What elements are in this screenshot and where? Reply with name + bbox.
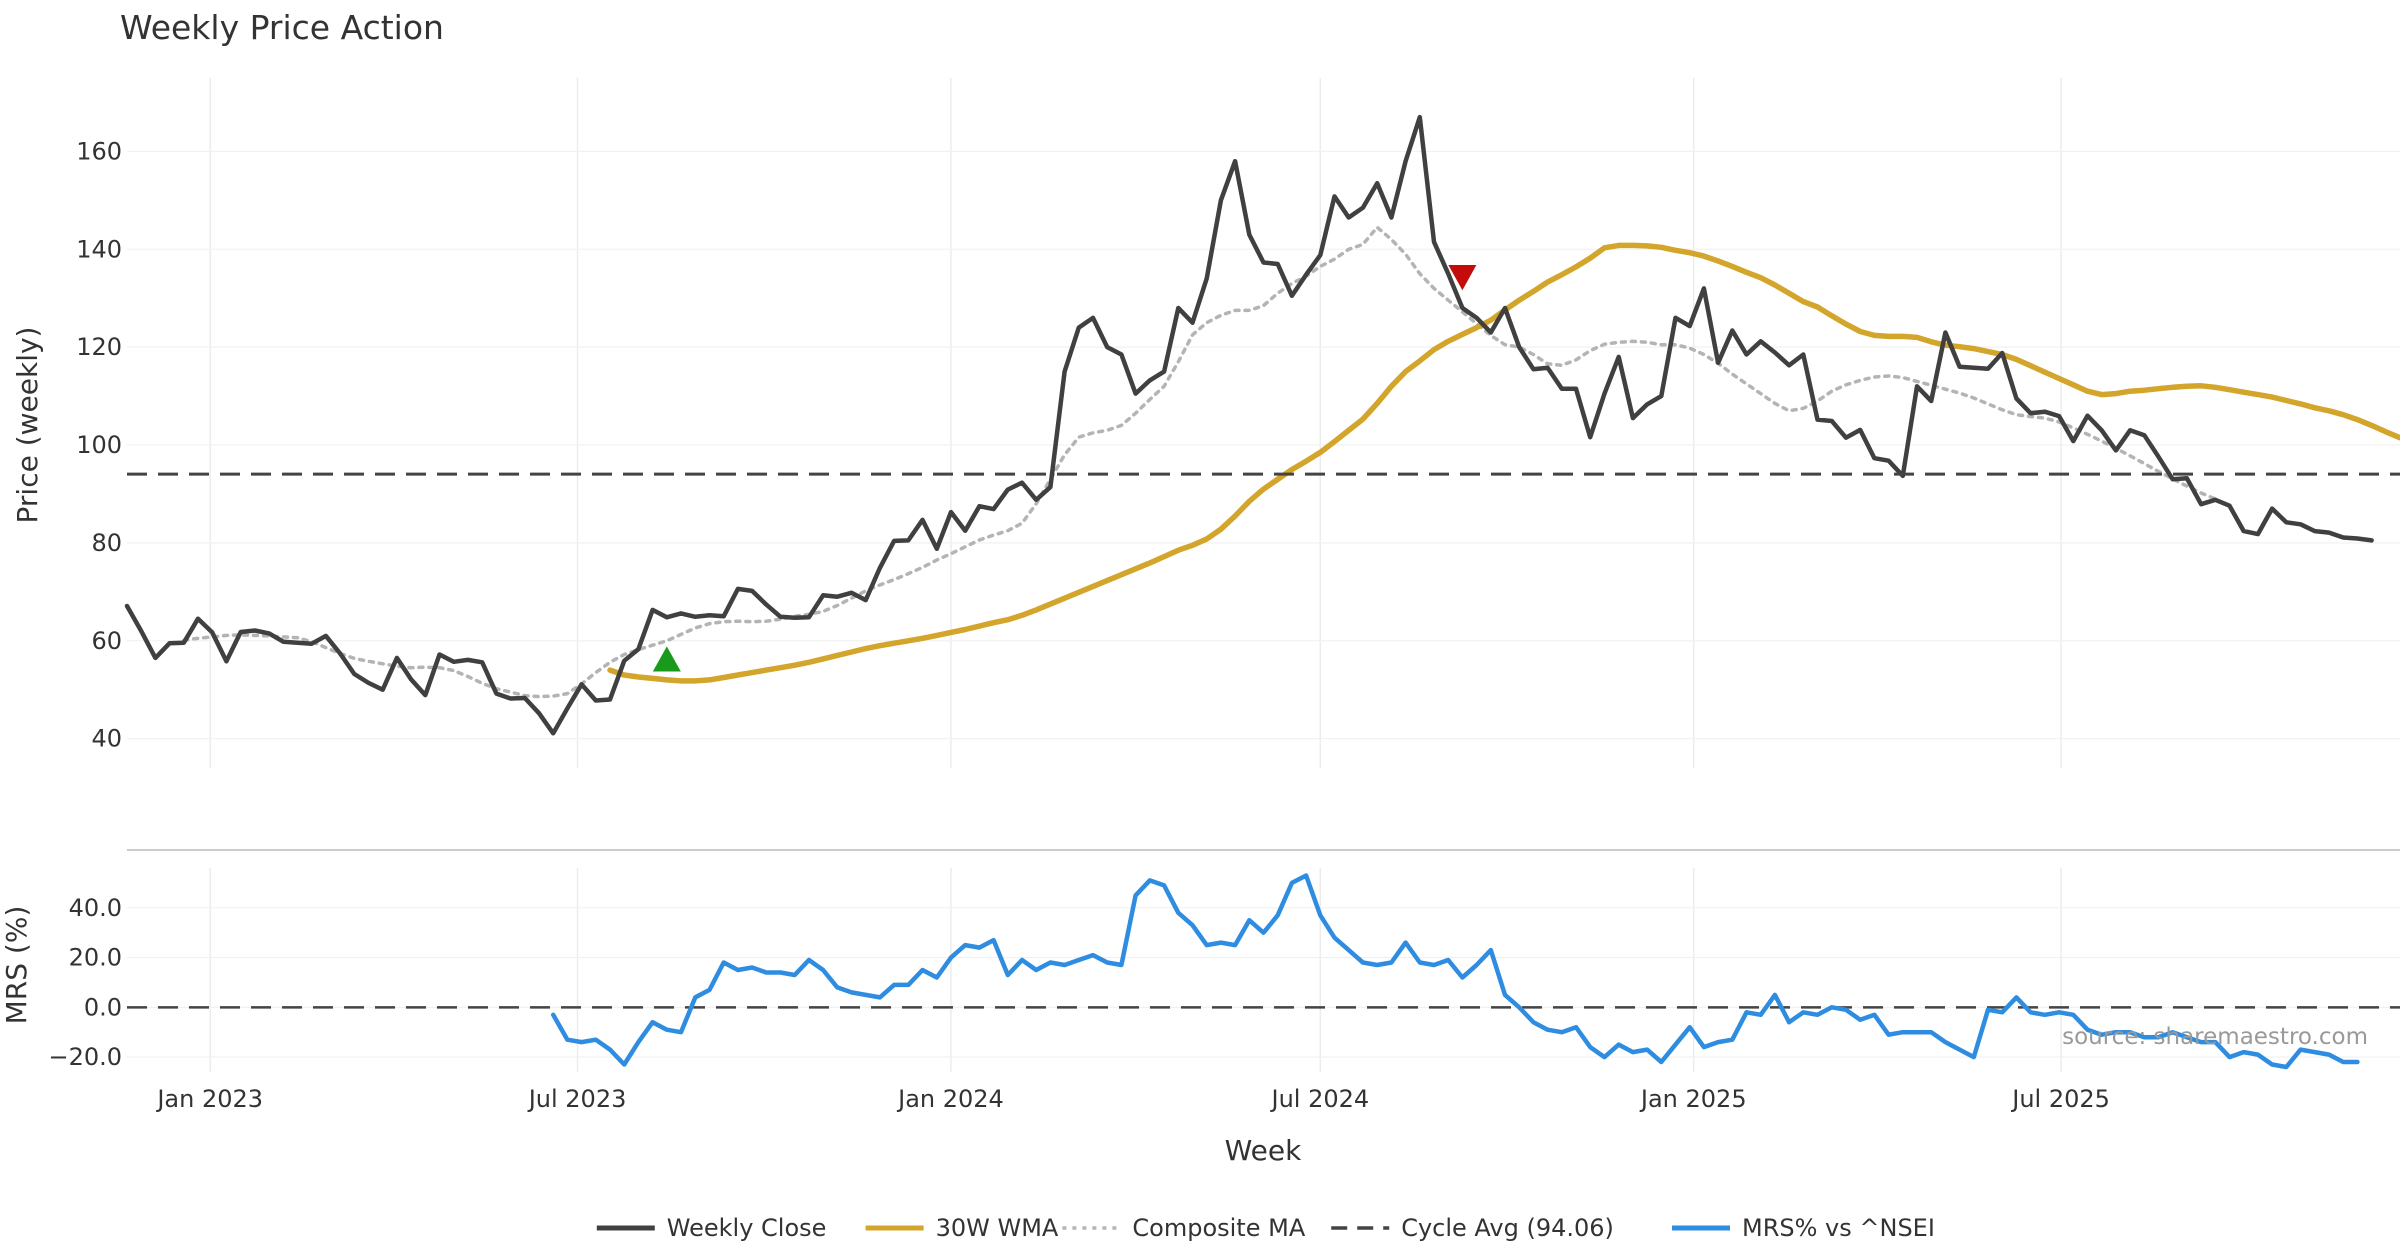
x-tick-label: Jul 2023 bbox=[527, 1085, 627, 1113]
series-mrs-vs-nsei bbox=[550, 873, 2360, 1070]
price-y-tick-label: 80 bbox=[91, 529, 122, 557]
x-tick-label: Jul 2024 bbox=[1269, 1085, 1369, 1113]
mrs-y-tick-label: −20.0 bbox=[48, 1043, 122, 1071]
sell-signal-marker bbox=[1448, 264, 1477, 291]
x-tick-label: Jan 2023 bbox=[155, 1085, 263, 1113]
mrs-y-axis-label: MRS (%) bbox=[0, 906, 33, 1025]
price-y-tick-label: 140 bbox=[76, 235, 122, 263]
price-y-tick-label: 40 bbox=[91, 725, 122, 753]
price-series-group bbox=[124, 114, 2400, 736]
x-tick-label: Jan 2025 bbox=[1639, 1085, 1747, 1113]
mrs-y-tick-label: 40.0 bbox=[69, 894, 122, 922]
legend: Weekly Close 30W WMA Composite MA Cycle Avg… bbox=[596, 1214, 1935, 1242]
chart-title: Weekly Price Action bbox=[120, 8, 444, 47]
mrs-series-group bbox=[127, 873, 2400, 1070]
price-y-tick-label: 160 bbox=[76, 137, 122, 165]
legend-label-composite-ma: Composite MA bbox=[1132, 1214, 1305, 1242]
series-weekly-close bbox=[124, 114, 2374, 736]
price-y-tick-label: 60 bbox=[91, 627, 122, 655]
x-tick-label: Jan 2024 bbox=[896, 1085, 1004, 1113]
x-axis: Jan 2023 Jul 2023 Jan 2024 Jul 2024 Jan 2025… bbox=[155, 1085, 2110, 1113]
legend-label-30w-wma: 30W WMA bbox=[936, 1214, 1059, 1242]
legend-label-weekly-close: Weekly Close bbox=[667, 1214, 827, 1242]
mrs-y-tick-label: 0.0 bbox=[84, 993, 122, 1021]
buy-signal-marker bbox=[652, 646, 681, 672]
price-y-tick-label: 120 bbox=[76, 333, 122, 361]
source-annotation: source: sharemaestro.com bbox=[2062, 1024, 2368, 1050]
legend-label-mrs-vs-nsei: MRS% vs ^NSEI bbox=[1742, 1214, 1935, 1242]
mrs-y-tick-label: 20.0 bbox=[69, 944, 122, 972]
x-tick-label: Jul 2025 bbox=[2010, 1085, 2110, 1113]
price-y-axis-label: Price (weekly) bbox=[11, 327, 44, 524]
legend-label-cycle-avg-94-06: Cycle Avg (94.06) bbox=[1401, 1214, 1614, 1242]
price-y-tick-label: 100 bbox=[76, 431, 122, 459]
mrs-y-axis: −20.0 0.0 20.0 40.0 bbox=[48, 894, 122, 1071]
price-y-axis: 40 60 80 100 120 140 160 bbox=[76, 137, 122, 752]
x-axis-label: Week bbox=[1225, 1134, 1302, 1167]
series-30w-wma bbox=[607, 242, 2400, 684]
series-composite-ma bbox=[182, 225, 2218, 699]
